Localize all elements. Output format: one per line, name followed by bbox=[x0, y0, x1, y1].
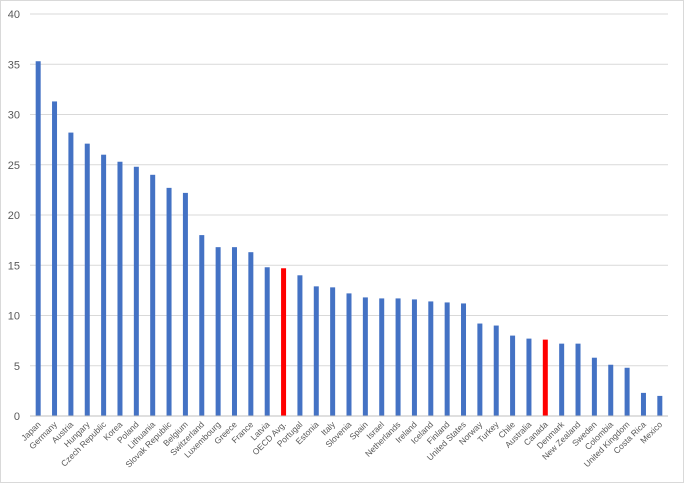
bar-finland bbox=[444, 302, 450, 416]
bar-turkey bbox=[493, 325, 499, 416]
bar-mexico bbox=[657, 395, 663, 416]
bars bbox=[35, 61, 663, 417]
bar-colombia bbox=[608, 364, 614, 416]
bar-iceland bbox=[428, 301, 434, 416]
y-tick-label: 5 bbox=[14, 361, 20, 373]
bar-denmark bbox=[559, 343, 565, 416]
bar-netherlands bbox=[395, 298, 401, 416]
bar-italy bbox=[330, 287, 336, 416]
bar-sweden bbox=[591, 357, 597, 416]
bar-hungary bbox=[84, 143, 90, 416]
bar-greece bbox=[231, 247, 237, 416]
bar-slovenia bbox=[346, 293, 352, 416]
bar-latvia bbox=[264, 267, 270, 416]
bar-korea bbox=[117, 161, 123, 416]
bar-japan bbox=[35, 61, 41, 417]
bar-switzerland bbox=[199, 235, 205, 416]
y-tick-label: 10 bbox=[8, 311, 20, 323]
y-tick-label: 40 bbox=[8, 9, 20, 21]
bar-czech-republic bbox=[101, 154, 107, 416]
bar-united-states bbox=[461, 303, 467, 416]
y-tick-label: 15 bbox=[8, 260, 20, 272]
bar-belgium bbox=[182, 192, 188, 416]
bar-spain bbox=[362, 297, 368, 416]
bar-luxembourg bbox=[215, 247, 221, 416]
bar-slovak-republic bbox=[166, 187, 172, 416]
bar-oecd-avg bbox=[281, 268, 287, 416]
bar-germany bbox=[52, 101, 58, 416]
y-tick-label: 20 bbox=[8, 210, 20, 222]
bar-lithuania bbox=[150, 174, 156, 416]
bar-costa-rica bbox=[640, 392, 646, 416]
y-tick-label: 35 bbox=[8, 59, 20, 71]
bar-australia bbox=[526, 338, 532, 416]
y-tick-label: 30 bbox=[8, 110, 20, 122]
bar-united-kingdom bbox=[624, 367, 630, 416]
bar-france bbox=[248, 252, 254, 416]
bar-estonia bbox=[313, 286, 319, 416]
bar-norway bbox=[477, 323, 483, 416]
y-tick-label: 0 bbox=[14, 411, 20, 423]
y-axis-tick-labels: 0 5 10 15 20 25 30 35 40 bbox=[8, 9, 20, 423]
bar-new-zealand bbox=[575, 343, 581, 416]
bar-canada bbox=[542, 339, 548, 416]
bar-portugal bbox=[297, 275, 303, 416]
bar-austria bbox=[68, 132, 74, 416]
bar-israel bbox=[379, 298, 385, 416]
y-tick-label: 25 bbox=[8, 160, 20, 172]
bar-chile bbox=[510, 335, 516, 416]
bar-ireland bbox=[411, 299, 417, 416]
bar-poland bbox=[133, 166, 139, 416]
